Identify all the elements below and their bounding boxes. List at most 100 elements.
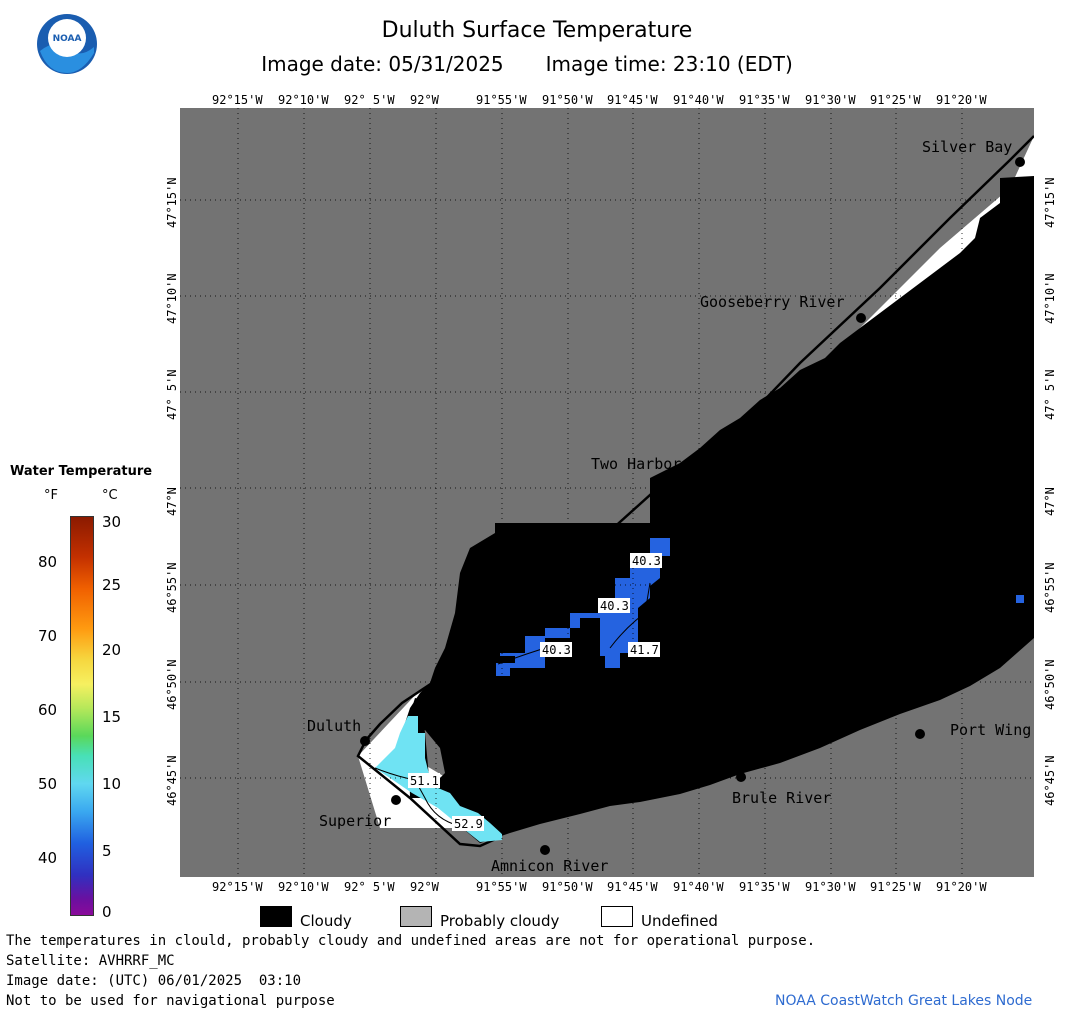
colorbar-f-tick: 70 — [38, 627, 58, 645]
colorbar-c-tick: 5 — [102, 842, 112, 860]
isotherm-line — [374, 767, 461, 827]
lon-label: 91°55'W — [476, 93, 527, 107]
lat-label: 46°50'N — [165, 659, 179, 710]
colorbar-f-tick: 50 — [38, 775, 58, 793]
legend-cloudy-swatch — [260, 906, 292, 927]
map-area: 40.3 40.3 40.3 41.7 51.1 52.9 Silver Bay Goose… — [180, 108, 1035, 877]
place-label: Gooseberry River — [700, 293, 845, 311]
colorbar-unit-f: °F — [44, 488, 58, 503]
temp-label: 51.1 — [410, 774, 439, 788]
noaa-logo: NOAA — [36, 13, 98, 75]
map-canvas: 40.3 40.3 40.3 41.7 51.1 52.9 Silver Bay Goose… — [180, 108, 1035, 877]
lat-label: 47°10'N — [1043, 273, 1057, 324]
lon-label: 91°55'W — [476, 880, 527, 894]
colorbar-c-tick: 30 — [102, 513, 122, 531]
legend-probably-cloudy-swatch — [400, 906, 432, 927]
lon-label: 91°45'W — [607, 93, 658, 107]
cold-water-pixel — [1016, 595, 1024, 603]
lon-label: 91°30'W — [805, 880, 856, 894]
lon-label: 91°35'W — [739, 880, 790, 894]
lon-label: 92°W — [410, 93, 439, 107]
lat-label: 47° 5'N — [1043, 369, 1057, 420]
colorbar-unit-c: °C — [102, 488, 118, 503]
colorbar-c-tick: 0 — [102, 903, 112, 921]
legend-cloudy-label: Cloudy — [300, 912, 352, 930]
lat-label: 47° 5'N — [165, 369, 179, 420]
footer-satellite: Satellite: AVHRRF_MC — [6, 953, 175, 969]
footer-utc-date: Image date: (UTC) 06/01/2025 03:10 — [6, 973, 302, 989]
lon-label: 92° 5'W — [344, 880, 395, 894]
footer-nav-warning: Not to be used for navigational purpose — [6, 993, 335, 1009]
warm-water-patch — [375, 716, 502, 842]
colorbar-title: Water Temperature — [10, 464, 153, 479]
graticule — [180, 108, 1034, 877]
temp-label-bg — [628, 642, 660, 657]
temperature-labels: 40.3 40.3 40.3 41.7 51.1 52.9 — [408, 553, 662, 831]
temp-label: 40.3 — [542, 643, 571, 657]
temp-label: 40.3 — [600, 599, 629, 613]
cloudy-region — [405, 176, 1034, 843]
lon-label: 92°W — [410, 880, 439, 894]
place-marker-dot — [391, 795, 401, 805]
lon-label: 91°50'W — [542, 880, 593, 894]
lat-label: 47°N — [165, 487, 179, 516]
lon-label: 91°45'W — [607, 880, 658, 894]
lat-label: 46°55'N — [1043, 562, 1057, 613]
cold-water-patch — [496, 538, 670, 676]
lon-label: 92°15'W — [212, 880, 263, 894]
lat-label: 46°45'N — [165, 755, 179, 806]
lon-label: 91°20'W — [936, 880, 987, 894]
temp-label-bg — [540, 642, 572, 657]
lon-label: 91°50'W — [542, 93, 593, 107]
lat-label: 46°55'N — [165, 562, 179, 613]
colorbar-f-tick: 80 — [38, 553, 58, 571]
lon-label: 91°35'W — [739, 93, 790, 107]
lat-label: 46°50'N — [1043, 659, 1057, 710]
temp-label-bg — [598, 598, 630, 613]
place-label: Silver Bay — [922, 138, 1012, 156]
temp-label-bg — [630, 553, 662, 568]
image-time-label: Image time: 23:10 (EDT) — [545, 52, 793, 76]
temp-label: 41.7 — [630, 643, 659, 657]
place-label: Duluth — [307, 717, 361, 735]
lon-label: 92° 5'W — [344, 93, 395, 107]
noaa-logo-text: NOAA — [53, 34, 82, 44]
place-marker-dot — [604, 544, 614, 554]
place-label: Brule River — [732, 789, 831, 807]
image-date-label: Image date: 05/31/2025 — [261, 52, 504, 76]
colorbar-c-tick: 25 — [102, 576, 122, 594]
colorbar-f-tick: 60 — [38, 701, 58, 719]
temp-label-bg — [452, 816, 484, 831]
place-label: Amnicon River — [491, 857, 608, 875]
legend-undefined-swatch — [601, 906, 633, 927]
lon-label: 91°30'W — [805, 93, 856, 107]
lon-label: 92°15'W — [212, 93, 263, 107]
lon-label: 91°40'W — [673, 880, 724, 894]
isotherm-line — [609, 582, 651, 649]
lon-label: 92°10'W — [278, 93, 329, 107]
footer-credit: NOAA CoastWatch Great Lakes Node — [775, 993, 1033, 1009]
place-label: Two Harbors — [591, 455, 690, 473]
lat-label: 47°15'N — [1043, 177, 1057, 228]
colorbar-c-tick: 10 — [102, 775, 122, 793]
lat-label: 46°45'N — [1043, 755, 1057, 806]
footer-note: The temperatures in clould, probably clo… — [6, 933, 816, 949]
lon-label: 91°25'W — [870, 880, 921, 894]
place-marker-dot — [856, 313, 866, 323]
place-marker-dot — [360, 736, 370, 746]
lat-label: 47°15'N — [165, 177, 179, 228]
lat-label: 47°N — [1043, 487, 1057, 516]
place-label: Port Wing — [950, 721, 1031, 739]
place-label: Superior — [319, 812, 391, 830]
colorbar-c-tick: 20 — [102, 641, 122, 659]
lon-label: 91°40'W — [673, 93, 724, 107]
lon-label: 92°10'W — [278, 880, 329, 894]
place-marker-dot — [540, 845, 550, 855]
place-markers: Silver Bay Gooseberry River Two Harbors Kni… — [307, 138, 1031, 875]
colorbar-f-tick: 40 — [38, 849, 58, 867]
colorbar-c-tick: 15 — [102, 708, 122, 726]
legend-undefined-label: Undefined — [641, 912, 718, 930]
map-subtitle: Image date: 05/31/2025 Image time: 23:10 … — [0, 52, 1064, 76]
map-title: Duluth Surface Temperature — [381, 18, 693, 43]
temp-label: 40.3 — [632, 554, 661, 568]
